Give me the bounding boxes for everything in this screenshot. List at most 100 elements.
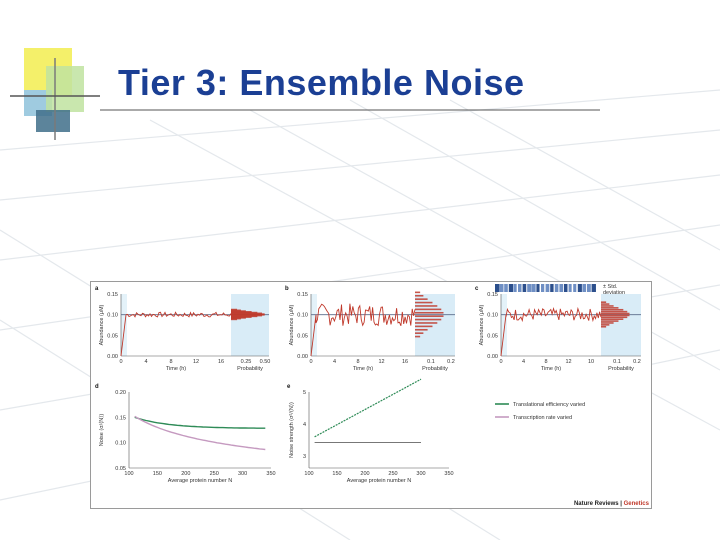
histogram-bar-b [415, 325, 433, 328]
x-tick-e: 250 [388, 471, 397, 477]
x-tick-d: 300 [238, 471, 247, 477]
panel-letter-e: e [287, 384, 291, 390]
figure-credit: Nature Reviews | Genetics [573, 501, 649, 507]
x-label-e: Average protein number N [347, 478, 411, 484]
y-label-e: Noise strength (σ²/⟨N⟩) [288, 402, 295, 458]
y-label-a: Abundance (μM) [99, 304, 105, 345]
distribution-strip-cell [522, 284, 527, 292]
x-tick-b: 16 [402, 359, 408, 365]
x-tick-a: 16 [218, 359, 224, 365]
y-tick-e: 3 [303, 454, 306, 460]
ramp-shade-b [311, 294, 317, 356]
distribution-strip-cell [545, 284, 550, 292]
x-tick-d: 250 [210, 471, 219, 477]
x-tick-c: 10 [588, 359, 594, 365]
x-tick-d: 150 [153, 471, 162, 477]
x-tick-a: 8 [169, 359, 172, 365]
x-label-d: Average protein number N [168, 478, 232, 484]
y-tick-c: 0.10 [487, 313, 498, 319]
panel-letter-a: a [95, 286, 99, 292]
distribution-strip-cell [541, 284, 545, 292]
legend-label-1: Transcription rate varied [513, 415, 572, 421]
x-tick-d: 200 [181, 471, 190, 477]
y-tick-d: 0.05 [115, 466, 126, 472]
y-tick-a: 0.15 [107, 292, 118, 298]
distribution-strip-cell [513, 284, 517, 292]
distribution-strip-cell [573, 284, 577, 292]
curve-transcription-d [134, 415, 266, 451]
x-tick-d: 350 [266, 471, 275, 477]
slide-title: Tier 3: Ensemble Noise [118, 62, 525, 103]
y-label-c: Abundance (μM) [479, 304, 485, 345]
annotation-std-line2: deviation [603, 290, 625, 296]
y-tick-d: 0.20 [115, 390, 126, 396]
p-label-b: Probability [422, 366, 448, 372]
y-tick-a: 0.05 [107, 333, 118, 339]
distribution-strip-cell [527, 284, 532, 292]
panel-letter-c: c [475, 286, 479, 292]
probability-shade-a [231, 294, 269, 356]
x-tick-e: 100 [304, 471, 313, 477]
y-tick-b: 0.10 [297, 313, 308, 319]
panel-letter-b: b [285, 286, 289, 292]
trajectory-b [310, 303, 416, 357]
curve-translational-d [134, 416, 266, 429]
histogram-bar-b [415, 291, 421, 294]
x-tick-b: 8 [356, 359, 359, 365]
x-tick-a: 12 [193, 359, 199, 365]
y-tick-c: 0.15 [487, 292, 498, 298]
histogram-bar-c [601, 307, 619, 309]
x-tick-e: 350 [444, 471, 453, 477]
p-tick-b: 0.1 [427, 359, 435, 365]
histogram-bar-b [415, 311, 444, 314]
histogram-bar-a [231, 308, 238, 311]
y-tick-d: 0.15 [115, 415, 126, 421]
distribution-strip-cell [504, 284, 508, 292]
histogram-bar-b [415, 328, 428, 331]
x-label-c: Time (h) [541, 366, 561, 372]
histogram-bar-b [415, 335, 421, 338]
x-label-a: Time (h) [166, 366, 186, 372]
distribution-strip-cell [587, 284, 591, 292]
histogram-bar-c [601, 301, 607, 303]
x-label-b: Time (h) [353, 366, 373, 372]
ramp-shade-a [121, 294, 127, 356]
p-label-c: Probability [608, 366, 634, 372]
y-tick-b: 0.05 [297, 333, 308, 339]
histogram-bar-c [601, 324, 610, 326]
histogram-bar-b [415, 301, 433, 304]
histogram-bar-c [601, 316, 628, 319]
histogram-bar-c [601, 310, 628, 313]
p-tick-b: 0.2 [447, 359, 455, 365]
distribution-strip-cell [568, 284, 572, 292]
x-tick-b: 12 [378, 359, 384, 365]
distribution-strip-cell [495, 284, 500, 292]
y-tick-c: 0.05 [487, 333, 498, 339]
trajectory-c [500, 306, 602, 357]
y-tick-a: 0.10 [107, 313, 118, 319]
distribution-strip-cell [554, 284, 559, 292]
curve-translational-e [314, 378, 422, 438]
distribution-strip-cell [564, 284, 568, 292]
distribution-strip-cell [536, 284, 540, 292]
ramp-shade-c [501, 294, 507, 356]
histogram-bar-c [601, 322, 614, 324]
annotation-std-line1: ± Std. [603, 284, 618, 290]
x-tick-c: 12 [565, 359, 571, 365]
x-tick-c: 8 [544, 359, 547, 365]
y-tick-c: 0.00 [487, 354, 498, 360]
y-tick-b: 0.15 [297, 292, 308, 298]
y-label-d: Noise (σ/⟨N⟩) [98, 414, 105, 447]
p-label-a: Probability [237, 366, 263, 372]
x-tick-a: 4 [144, 359, 147, 365]
x-tick-c: 4 [522, 359, 525, 365]
histogram-bar-b [415, 322, 438, 324]
histogram-bar-b [415, 294, 424, 297]
y-tick-b: 0.00 [297, 354, 308, 360]
p-tick-c: 0.2 [633, 359, 641, 365]
y-tick-a: 0.00 [107, 354, 118, 360]
histogram-bar-b [415, 332, 424, 334]
panel-letter-d: d [95, 384, 99, 390]
histogram-bar-c [601, 314, 630, 317]
